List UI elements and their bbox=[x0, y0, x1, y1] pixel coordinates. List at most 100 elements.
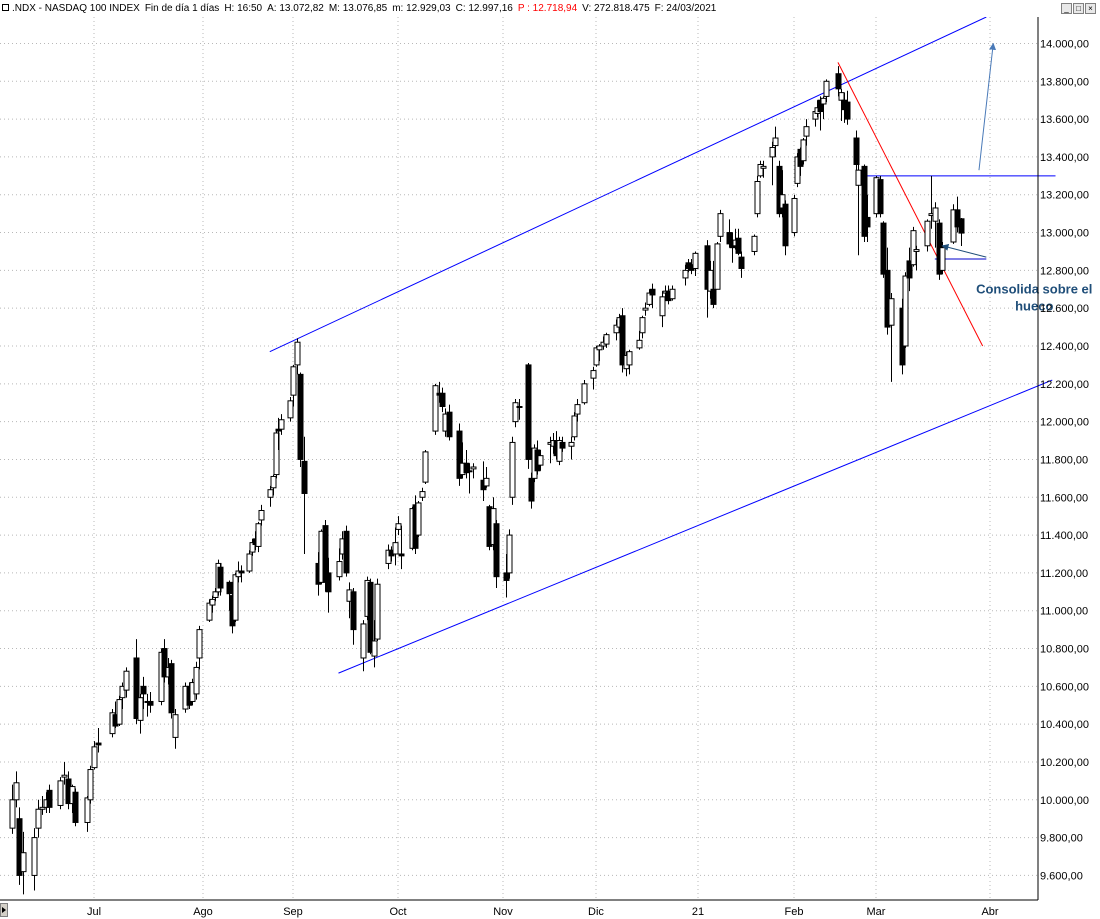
window-controls: _ □ × bbox=[1061, 3, 1096, 14]
candle-body bbox=[39, 806, 46, 810]
candle-body bbox=[297, 373, 304, 460]
candle-body bbox=[116, 699, 123, 725]
candle bbox=[9, 784, 16, 834]
candle bbox=[422, 449, 429, 485]
candle bbox=[432, 383, 439, 435]
scroll-left-button[interactable] bbox=[0, 903, 8, 917]
y-tick-label: 13.400,00 bbox=[1040, 152, 1089, 164]
minimize-button[interactable]: _ bbox=[1061, 3, 1072, 14]
candle bbox=[776, 160, 783, 218]
candle bbox=[57, 777, 64, 810]
candle-body bbox=[35, 808, 42, 829]
candle bbox=[267, 485, 274, 507]
candle bbox=[273, 431, 280, 479]
candle bbox=[116, 695, 123, 727]
candle-body bbox=[395, 523, 402, 530]
candle bbox=[772, 126, 779, 157]
candle-body bbox=[820, 97, 827, 105]
y-tick-label: 10.600,00 bbox=[1040, 681, 1089, 693]
candle bbox=[398, 525, 405, 570]
quote-summary: .NDX - NASDAQ 100 INDEX Fin de día 1 días… bbox=[12, 0, 721, 17]
candle-body bbox=[209, 598, 216, 606]
y-tick-label: 12.000,00 bbox=[1040, 417, 1089, 429]
candle bbox=[760, 160, 767, 178]
candle-body bbox=[374, 583, 381, 640]
candle-body bbox=[880, 222, 887, 275]
candle-body bbox=[212, 591, 219, 598]
candle bbox=[72, 788, 79, 827]
candle-body bbox=[574, 404, 581, 415]
candle-body bbox=[707, 269, 714, 292]
time-axis: Jul Ago Sep Oct Nov Dic 21 Feb Mar Abr bbox=[0, 899, 1038, 918]
candle bbox=[91, 741, 98, 770]
candle bbox=[910, 226, 917, 267]
candle-body bbox=[84, 797, 91, 823]
y-tick-label: 11.400,00 bbox=[1040, 530, 1088, 542]
candle-body bbox=[439, 392, 446, 408]
candle-body bbox=[888, 298, 895, 326]
candle-body bbox=[626, 351, 633, 366]
candle bbox=[574, 398, 581, 422]
candle bbox=[415, 501, 422, 537]
candle bbox=[123, 667, 130, 698]
candle-body bbox=[168, 663, 175, 714]
candle bbox=[906, 247, 913, 292]
candle-body bbox=[603, 334, 610, 345]
candle bbox=[509, 436, 516, 505]
candle bbox=[232, 572, 239, 623]
candle-body bbox=[483, 477, 490, 487]
candle-body bbox=[717, 213, 724, 237]
trendline-canal-inferior bbox=[338, 379, 1053, 674]
candle-body bbox=[958, 218, 965, 234]
candle bbox=[374, 578, 381, 641]
y-tick-label: 11.000,00 bbox=[1040, 606, 1088, 618]
candle-body bbox=[466, 470, 473, 473]
candle-body bbox=[864, 216, 871, 228]
candle bbox=[325, 557, 332, 613]
price-chart[interactable]: Consolida sobre el hueco 14.000,00 13.800,… bbox=[0, 17, 1100, 919]
candle-body bbox=[46, 789, 53, 808]
candle-body bbox=[772, 137, 779, 147]
candle-body bbox=[161, 648, 168, 678]
candle bbox=[619, 308, 626, 373]
candle bbox=[193, 661, 200, 700]
candle bbox=[39, 796, 46, 815]
y-tick-label: 11.600,00 bbox=[1040, 492, 1088, 504]
candle bbox=[46, 784, 53, 814]
candle-body bbox=[273, 432, 280, 476]
candle-body bbox=[31, 837, 38, 876]
y-tick-label: 12.600,00 bbox=[1040, 303, 1089, 315]
candle bbox=[692, 251, 699, 277]
candle-body bbox=[902, 275, 909, 347]
candle bbox=[626, 349, 633, 375]
candle-body bbox=[270, 475, 277, 489]
candle bbox=[360, 620, 367, 672]
candle bbox=[714, 242, 721, 290]
candle-body bbox=[226, 581, 233, 595]
candle-body bbox=[95, 742, 102, 746]
candle-body bbox=[682, 269, 689, 279]
candle bbox=[717, 209, 724, 243]
candle-body bbox=[581, 383, 588, 404]
candle bbox=[287, 397, 294, 422]
candle bbox=[161, 639, 168, 683]
y-tick-label: 12.200,00 bbox=[1040, 379, 1089, 391]
candle-body bbox=[360, 623, 367, 659]
candle bbox=[209, 595, 216, 613]
open-label: A: 13.072,82 bbox=[267, 3, 324, 14]
candle-body bbox=[415, 502, 422, 536]
candle-body bbox=[193, 666, 200, 695]
candle bbox=[270, 474, 277, 496]
candle bbox=[87, 765, 94, 804]
y-tick-label: 14.000,00 bbox=[1040, 38, 1089, 50]
candle bbox=[506, 529, 513, 579]
candle-body bbox=[877, 179, 884, 215]
candle-body bbox=[133, 657, 140, 719]
restore-button[interactable]: □ bbox=[1073, 3, 1084, 14]
window-menu-icon[interactable] bbox=[2, 4, 9, 11]
candle-body bbox=[258, 509, 265, 521]
candle-body bbox=[301, 460, 308, 494]
annotation-text: hueco bbox=[1015, 298, 1053, 313]
close-button[interactable]: × bbox=[1085, 3, 1096, 14]
candle bbox=[559, 436, 566, 452]
